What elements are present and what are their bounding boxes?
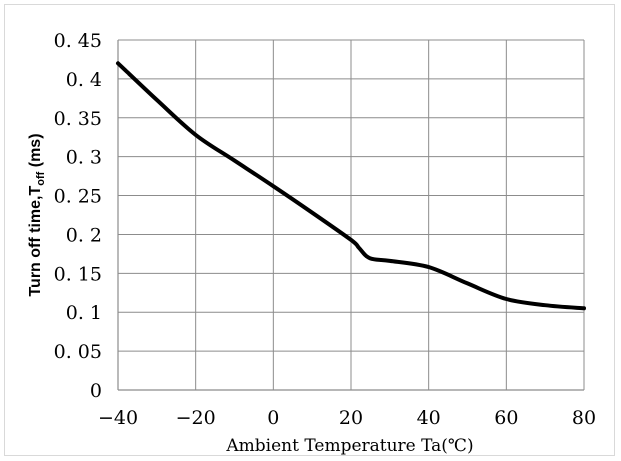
x-tick-label: 80 [572, 407, 596, 429]
x-tick-labels: −40 −20 0 20 40 60 80 [98, 407, 596, 429]
x-tick-label: 60 [494, 407, 518, 429]
x-axis-title: Ambient Temperature Ta(℃) [225, 436, 473, 456]
x-tick-label: 40 [417, 407, 441, 429]
y-axis-title-subscript: off [35, 171, 47, 185]
y-axis-title: Turn off time,Toff (ms) [27, 133, 47, 296]
x-tick-label: −40 [98, 407, 138, 429]
y-tick-label: 0. 05 [54, 341, 102, 363]
y-tick-label: 0. 1 [66, 302, 102, 324]
y-axis-title-unit: (ms) [27, 133, 44, 171]
y-tick-label: 0 [90, 380, 102, 402]
x-tick-label: 20 [339, 407, 363, 429]
y-tick-labels: 0 0. 05 0. 1 0. 15 0. 2 0. 25 0. 3 0. 35 0. 4 0. … [54, 30, 102, 402]
data-series [116, 61, 586, 311]
x-tick-label: 0 [267, 407, 279, 429]
axes [117, 40, 584, 391]
y-tick-label: 0. 4 [66, 69, 102, 91]
y-axis-title-main: Turn off time,T [27, 186, 44, 297]
y-tick-label: 0. 2 [66, 224, 102, 246]
y-tick-label: 0. 35 [54, 108, 102, 130]
gridlines [117, 39, 585, 391]
y-tick-label: 0. 15 [54, 263, 102, 285]
series-line [116, 61, 586, 311]
x-tick-label: −20 [176, 407, 216, 429]
y-tick-label: 0. 25 [54, 186, 102, 208]
y-tick-label: 0. 45 [54, 30, 102, 52]
y-tick-label: 0. 3 [66, 147, 102, 169]
